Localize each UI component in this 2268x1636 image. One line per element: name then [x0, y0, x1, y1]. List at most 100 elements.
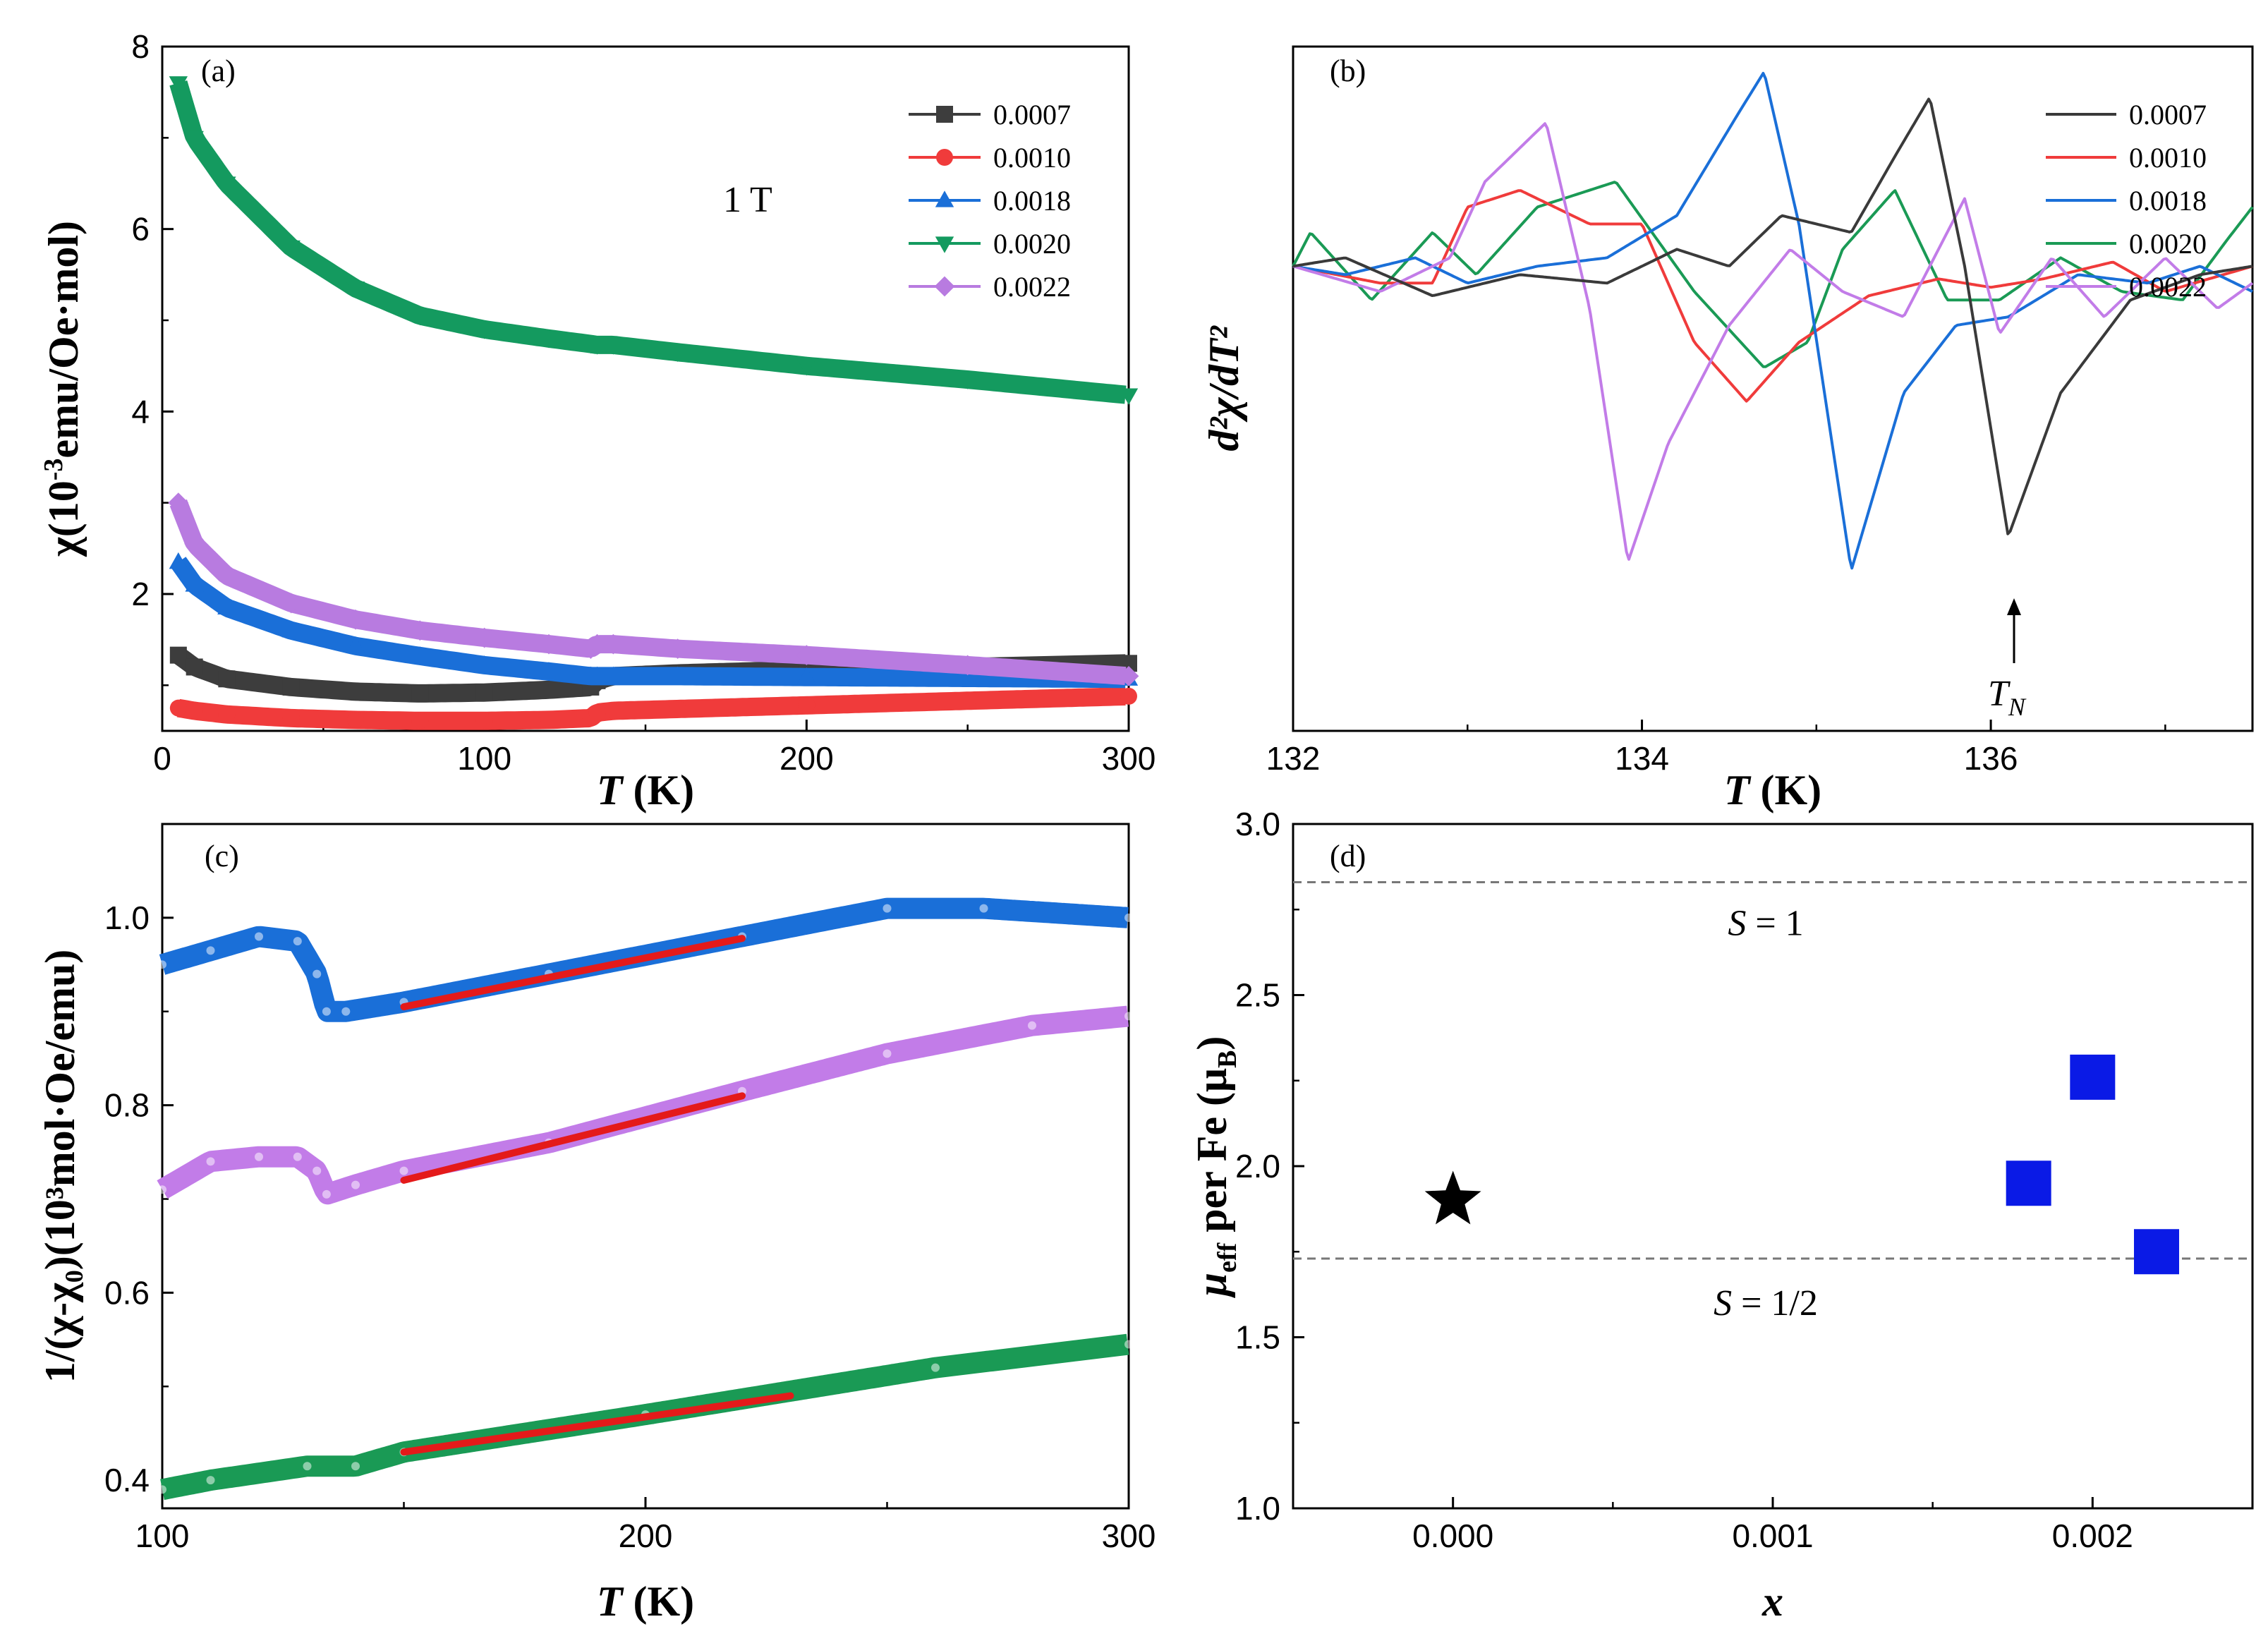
data-point [347, 711, 364, 729]
y-ticks-c: 0.4 0.6 0.8 1.0 [104, 823, 174, 1498]
c-ytick-label: 0.4 [104, 1462, 150, 1498]
legend-label: 0.0018 [2129, 185, 2207, 217]
data-point [345, 609, 366, 630]
data-point [540, 711, 557, 729]
data-point [346, 636, 365, 653]
x-axis-title-d: x [1761, 1578, 1783, 1625]
data-point [1124, 1340, 1133, 1349]
data-point [1119, 388, 1139, 405]
data-point [282, 678, 300, 696]
series-0.0022 [154, 1005, 1136, 1205]
data-point [169, 646, 187, 664]
x-ticks-d: 0.000 0.001 0.002 [1292, 1497, 2254, 1554]
data-point [668, 666, 687, 683]
a-ytick-label: 2 [131, 576, 150, 612]
a-xtick-label: 100 [457, 740, 511, 777]
data-point [184, 533, 205, 555]
fit-lines-c [400, 935, 794, 1456]
a-xtick-label: 0 [153, 740, 171, 777]
data-point [351, 1462, 360, 1471]
data-point [322, 1007, 331, 1016]
c-ytick-label: 1.0 [104, 899, 150, 936]
legend-item: 0.0010 [909, 142, 1071, 174]
data-point [347, 683, 364, 701]
b-xtick-label: 136 [1964, 740, 2018, 777]
legend-item: 0.0020 [909, 228, 1071, 260]
tn-annotation: TN [1988, 598, 2027, 721]
data-point [169, 552, 188, 569]
legend-item: 0.0022 [2046, 271, 2207, 303]
data-point [798, 696, 815, 714]
tn-arrow-head [2007, 598, 2021, 615]
data-point [587, 634, 607, 655]
series-0.0018 [169, 552, 1139, 689]
x-ticks-a: 0 100 200 300 [153, 720, 1156, 777]
data-point [255, 1152, 263, 1161]
data-point [602, 634, 624, 655]
data-point [411, 712, 429, 729]
data-point [957, 655, 978, 676]
data-point [217, 598, 236, 614]
data-point [588, 338, 607, 355]
data-point [540, 681, 557, 698]
data-point [185, 131, 204, 148]
data-point [667, 638, 689, 659]
data-point [303, 1462, 312, 1471]
legend-label: 0.0018 [993, 185, 1071, 217]
data-point [293, 937, 302, 946]
data-point [796, 645, 817, 666]
data-point [293, 1152, 302, 1161]
series-0.0007 [1292, 97, 2253, 535]
data-point [216, 565, 237, 586]
data-point [979, 904, 988, 913]
data-point [351, 1180, 360, 1189]
series-band [173, 687, 1131, 730]
b-xtick-label: 132 [1266, 740, 1321, 777]
annotation-field: 1 T [723, 180, 772, 220]
data-point [669, 700, 686, 717]
panel-b: 132 134 136 (b) TN 0.0007 0.0010 0.0018 0.002… [1201, 45, 2254, 813]
legend-item: 0.0018 [2046, 185, 2207, 217]
data-point [797, 359, 816, 376]
data-point [604, 338, 623, 355]
x-axis-title-a: T (K) [597, 767, 694, 813]
fit-line [400, 1392, 794, 1456]
legend-item: 0.0010 [2046, 142, 2207, 174]
fit-line [400, 935, 746, 1011]
data-point [341, 1007, 351, 1016]
legend-marker [934, 276, 955, 297]
series-0.0010 [1292, 189, 2253, 403]
x-ticks-b: 132 134 136 [1266, 720, 2166, 777]
data-point [539, 662, 559, 679]
a-xtick-label: 200 [780, 740, 834, 777]
data-point [475, 712, 493, 729]
legend-b: 0.0007 0.0010 0.0018 0.0020 0.0022 [2046, 99, 2207, 303]
data-point [1028, 1021, 1036, 1030]
data-point [411, 646, 430, 663]
data-point [411, 308, 430, 326]
panel-label-a: (a) [201, 54, 236, 88]
data-point [399, 1166, 408, 1175]
legend-label: 0.0022 [993, 271, 1071, 303]
y-ticks-d: 1.0 1.5 2.0 2.5 3.0 [1235, 806, 1304, 1527]
data-point-square [2006, 1161, 2051, 1206]
legend-label: 0.0010 [2129, 142, 2207, 174]
data-point [158, 1185, 166, 1194]
a-xtick-label: 300 [1102, 740, 1156, 777]
data-point [218, 705, 236, 723]
reference-label: S = 1/2 [1714, 1283, 1818, 1323]
panel-label-c: (c) [205, 839, 239, 873]
legend-label: 0.0007 [2129, 99, 2207, 131]
legend-label: 0.0007 [993, 99, 1071, 131]
series-b [1292, 71, 2254, 570]
legend-item: 0.0022 [909, 271, 1071, 303]
data-point [411, 684, 429, 702]
legend-marker [935, 190, 954, 207]
data-point [959, 692, 976, 710]
data-point [588, 666, 607, 683]
c-ytick-label: 0.6 [104, 1274, 150, 1311]
data-point [185, 575, 204, 592]
data-point [206, 946, 215, 955]
y-axis-title-b: d²χ/dT² [1201, 325, 1247, 451]
